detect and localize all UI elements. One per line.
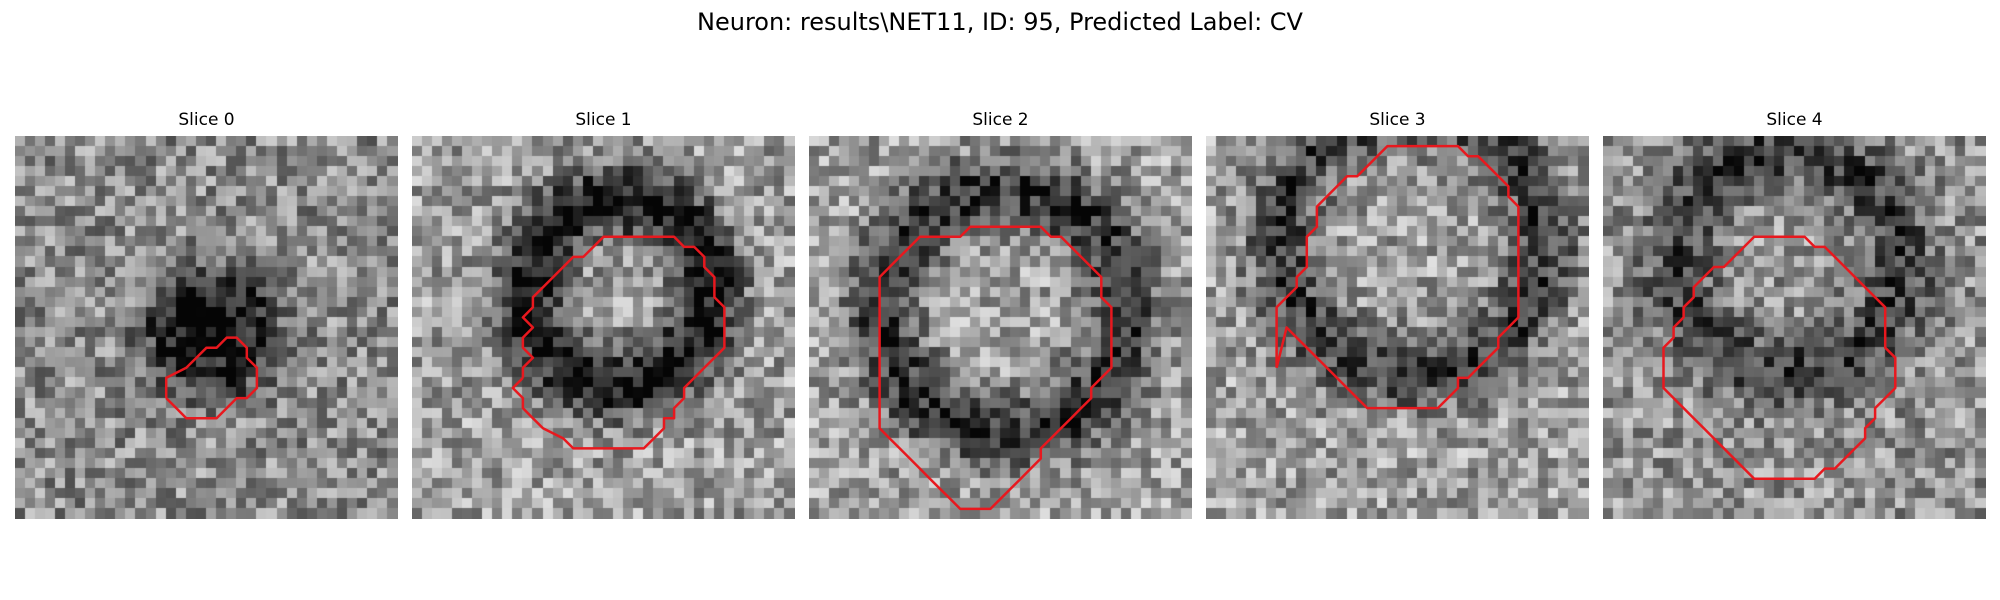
slice-panel-2: Slice 2 [809,108,1192,519]
slice-image [1206,136,1589,519]
slice-title: Slice 2 [972,110,1029,130]
slice-title: Slice 4 [1766,110,1823,130]
slice-panel-0: Slice 0 [15,108,398,519]
slice-panel-1: Slice 1 [412,108,795,519]
slice-image [809,136,1192,519]
slice-title: Slice 1 [575,110,632,130]
slice-image [412,136,795,519]
slice-title: Slice 0 [178,110,235,130]
slice-panel-3: Slice 3 [1206,108,1589,519]
figure-title: Neuron: results\NET11, ID: 95, Predicted… [697,8,1303,36]
slice-image [1603,136,1986,519]
slice-title: Slice 3 [1369,110,1426,130]
slice-image [15,136,398,519]
slice-panel-4: Slice 4 [1603,108,1986,519]
